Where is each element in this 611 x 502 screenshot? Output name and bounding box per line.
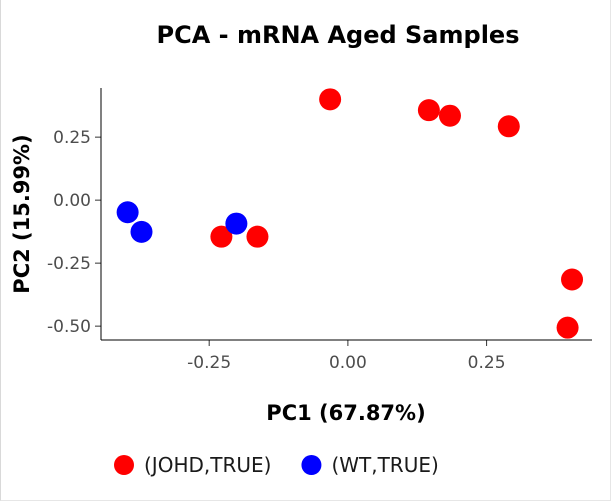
legend: (JOHD,TRUE) (WT,TRUE) bbox=[114, 453, 439, 477]
data-point bbox=[130, 220, 153, 243]
x-axis-title: PC1 (67.87%) bbox=[266, 401, 425, 425]
legend-marker bbox=[114, 455, 134, 475]
y-axis-title: PC2 (15.99%) bbox=[10, 134, 34, 293]
y-tick-label: -0.25 bbox=[47, 254, 91, 274]
x-tick-label: -0.25 bbox=[187, 353, 231, 373]
legend-label: (JOHD,TRUE) bbox=[144, 453, 271, 477]
x-tick-label: 0.25 bbox=[468, 353, 506, 373]
data-point bbox=[116, 201, 139, 224]
axis-ticks: -0.25 0.00 0.25 -0.50 -0.25 0.00 0.25 bbox=[47, 128, 506, 373]
data-point bbox=[556, 316, 579, 339]
data-point bbox=[246, 225, 269, 248]
data-point bbox=[210, 225, 233, 248]
data-point bbox=[497, 115, 520, 138]
data-point bbox=[319, 88, 342, 111]
y-tick-label: 0.00 bbox=[53, 191, 91, 211]
axes bbox=[100, 88, 592, 341]
legend-marker bbox=[301, 455, 322, 475]
data-point bbox=[561, 268, 584, 291]
data-points bbox=[116, 88, 584, 339]
x-tick-label: 0.00 bbox=[329, 353, 367, 373]
data-point bbox=[225, 212, 248, 235]
y-tick-label: -0.50 bbox=[47, 317, 91, 337]
legend-label: (WT,TRUE) bbox=[331, 453, 438, 477]
data-point bbox=[438, 104, 461, 127]
chart-title: PCA - mRNA Aged Samples bbox=[157, 21, 520, 49]
y-tick-label: 0.25 bbox=[53, 128, 91, 148]
data-point bbox=[417, 99, 440, 122]
